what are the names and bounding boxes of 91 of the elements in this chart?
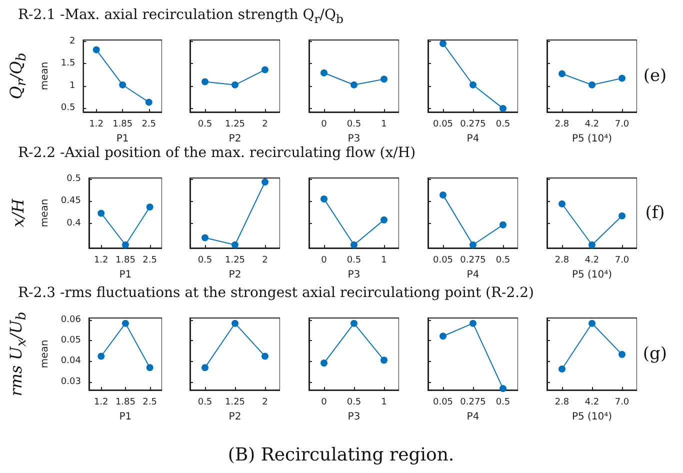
x-tick-label: 0.275	[460, 256, 486, 266]
x-tick-label: 7.0	[614, 120, 630, 130]
x-tick-label: 1.25	[224, 398, 246, 408]
x-tick-label: 0.275	[460, 398, 486, 408]
text: (g)	[642, 344, 668, 364]
x-tick-label: 0.5	[496, 120, 510, 130]
x-tick-label: 0.5	[198, 120, 212, 130]
text: R-2.3 -rms fluctuations at the strongest axial recirculationg point (R-2.2)	[18, 285, 534, 301]
point	[92, 46, 100, 54]
y-tick-label: 2	[69, 36, 76, 46]
y-tick-label: 0.03	[60, 376, 81, 387]
x-tick-label: 1.25	[224, 120, 246, 130]
x-axis-title: P1	[119, 269, 132, 280]
y-axis-title: mean	[40, 62, 50, 90]
x-tick-label: 2.8	[554, 256, 570, 266]
x-axis-title: P2	[228, 133, 242, 144]
x-tick-label: 2	[262, 120, 268, 130]
x-tick-label: 1	[381, 256, 387, 266]
x-tick-label: 7.0	[614, 256, 630, 266]
x-tick-label: 0.5	[346, 398, 362, 408]
point	[146, 364, 154, 372]
x-axis-title: P2	[228, 269, 242, 280]
x-tick-label: 0.5	[346, 256, 362, 266]
x-tick-label: 2.5	[142, 256, 157, 266]
x-tick-label: 0.5	[198, 256, 212, 266]
x-tick-label: 1.2	[94, 256, 108, 266]
y-tick-label: 1	[69, 80, 76, 91]
x-tick-label: 0	[321, 120, 328, 130]
x-axis-title: P5 (10⁴)	[572, 269, 612, 280]
x-tick-label: 0	[321, 256, 328, 266]
y-tick-label: 0.5	[60, 103, 76, 113]
point	[146, 203, 154, 210]
x-tick-label: 4.2	[584, 256, 600, 266]
x-tick-label: 1.85	[115, 256, 136, 266]
x-tick-label: 0.5	[496, 398, 510, 408]
x-tick-label: 0.05	[432, 256, 454, 266]
x-tick-label: 4.2	[584, 398, 600, 408]
x-axis-title: P1	[116, 133, 129, 144]
x-tick-label: 1.2	[94, 398, 108, 408]
x-tick-label: 2.8	[554, 120, 570, 130]
x-axis-title: P5 (10⁴)	[572, 411, 612, 422]
x-tick-label: 0.5	[346, 120, 362, 130]
point	[122, 241, 129, 248]
y-axis-title: mean	[40, 198, 50, 228]
x-tick-label: 1.2	[89, 120, 104, 130]
x-axis-title: P3	[348, 411, 360, 422]
x-axis-title: P4	[466, 269, 480, 280]
y-tick-label: 0.05	[60, 336, 81, 346]
x-axis-title: P3	[348, 269, 360, 280]
point	[98, 352, 105, 360]
x-tick-label: 2.8	[554, 398, 570, 408]
point	[145, 98, 152, 106]
x-tick-label: 1.25	[224, 256, 246, 266]
x-tick-label: 0.275	[460, 120, 486, 130]
x-tick-label: 0.5	[496, 256, 510, 266]
y-tick-label: 0.5	[66, 174, 81, 184]
x-tick-label: 0.05	[432, 120, 454, 130]
x-axis-title: P2	[228, 411, 242, 422]
x-axis-title: P1	[119, 411, 132, 422]
y-tick-label: 1.5	[60, 58, 76, 69]
x-tick-label: 1.85	[115, 398, 136, 408]
x-tick-label: 2.5	[142, 120, 156, 130]
x-tick-label: 1	[381, 120, 387, 130]
x-axis-title: P4	[466, 411, 480, 422]
x-tick-label: 2.5	[142, 398, 157, 408]
y-axis-title: mean	[40, 340, 50, 368]
x-tick-label: 1.85	[112, 120, 133, 130]
y-tick-label: 0.06	[60, 315, 82, 326]
text: x/H	[8, 198, 28, 228]
text: (f)	[645, 203, 665, 223]
y-tick-label: 0.04	[60, 356, 82, 366]
text: R-2.2 -Axial position of the max. recirculating flow (x/H)	[18, 145, 416, 161]
x-tick-label: 7.0	[614, 398, 630, 408]
x-axis-title: P3	[348, 133, 360, 144]
x-tick-label: 2	[262, 256, 268, 266]
x-axis-title: P4	[466, 133, 480, 144]
y-tick-label: 0.4	[66, 218, 82, 228]
text: (B) Recirculating region.	[228, 444, 454, 466]
x-tick-label: 4.2	[584, 120, 600, 130]
x-tick-label: 2	[262, 398, 268, 408]
x-axis-title: P5 (10⁴)	[572, 133, 612, 144]
chart-title: R-2.1 -Max. axial recirculation strength Q$_{r}$/Q$_{b}$	[18, 7, 344, 26]
y-tick-label: 0.45	[60, 196, 81, 206]
x-tick-label: 1	[381, 398, 387, 408]
x-tick-label: 0.5	[198, 398, 212, 408]
text: (e)	[643, 66, 667, 86]
point	[119, 81, 126, 88]
x-tick-label: 0	[321, 398, 328, 408]
point	[98, 210, 105, 217]
x-tick-label: 0.05	[432, 398, 454, 408]
point	[122, 320, 129, 327]
